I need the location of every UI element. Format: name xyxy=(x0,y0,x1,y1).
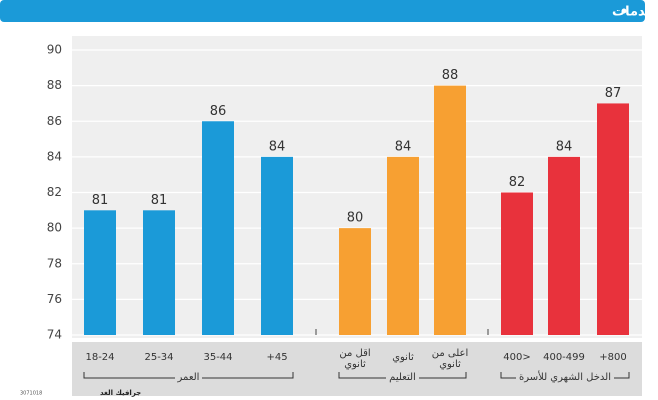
bar xyxy=(597,103,629,335)
bar xyxy=(387,156,419,335)
value-label: 80 xyxy=(347,211,364,226)
x-tick-label: 800+ xyxy=(599,352,627,363)
group-label-text: الدخل الشهري للأسرة xyxy=(515,372,615,383)
bar xyxy=(84,210,116,335)
bar xyxy=(261,156,293,335)
value-label: 81 xyxy=(151,193,168,208)
x-tick-label: ثانوي xyxy=(392,352,414,363)
source: جرافيك الغد xyxy=(100,389,141,397)
y-tick-label: 82 xyxy=(47,185,62,199)
x-tick-label: 35-44 xyxy=(203,352,233,363)
value-label: 84 xyxy=(395,139,412,154)
x-tick-label: 400-499 xyxy=(543,352,585,363)
y-tick-label: 78 xyxy=(47,256,62,270)
bar xyxy=(501,192,533,335)
y-tick-label: 90 xyxy=(47,43,62,57)
x-tick-label: 18-24 xyxy=(85,352,115,363)
x-tick-label: 45+ xyxy=(266,352,288,363)
value-label: 86 xyxy=(210,104,227,119)
x-tick-label: 25-34 xyxy=(144,352,174,363)
y-tick-label: 80 xyxy=(47,221,62,235)
x-tick-label: <400 xyxy=(503,352,531,363)
value-label: 87 xyxy=(605,86,622,101)
y-tick-label: 84 xyxy=(47,149,62,163)
bar xyxy=(548,156,580,335)
value-label: 81 xyxy=(92,193,109,208)
value-label: 88 xyxy=(442,68,459,83)
y-tick-label: 88 xyxy=(47,78,62,92)
x-tick-label: اقل من ثانوي xyxy=(339,348,371,370)
bullet xyxy=(621,8,627,14)
group-label-text: العمر xyxy=(174,372,203,383)
title-banner xyxy=(0,0,645,22)
code: 3071018 xyxy=(20,391,42,397)
x-tick-label: اعلى من ثانوي xyxy=(431,348,469,370)
category-band xyxy=(72,342,642,396)
bar xyxy=(202,121,234,335)
bar xyxy=(339,228,371,335)
value-label: 84 xyxy=(556,139,573,154)
value-label: 84 xyxy=(269,139,286,154)
group-label: التعليم xyxy=(339,372,466,383)
group-label: الدخل الشهري للأسرة xyxy=(501,372,629,383)
value-label: 82 xyxy=(509,175,526,190)
chart-title: ضد رفع الضرائب لتحسين الخدمات xyxy=(612,5,658,20)
y-tick-label: 86 xyxy=(47,114,62,128)
bar xyxy=(434,85,466,335)
bar xyxy=(143,210,175,335)
group-label-text: التعليم xyxy=(386,372,419,383)
group-label: العمر xyxy=(84,372,293,383)
y-tick-label: 76 xyxy=(47,292,62,306)
y-tick-label: 74 xyxy=(47,328,62,342)
